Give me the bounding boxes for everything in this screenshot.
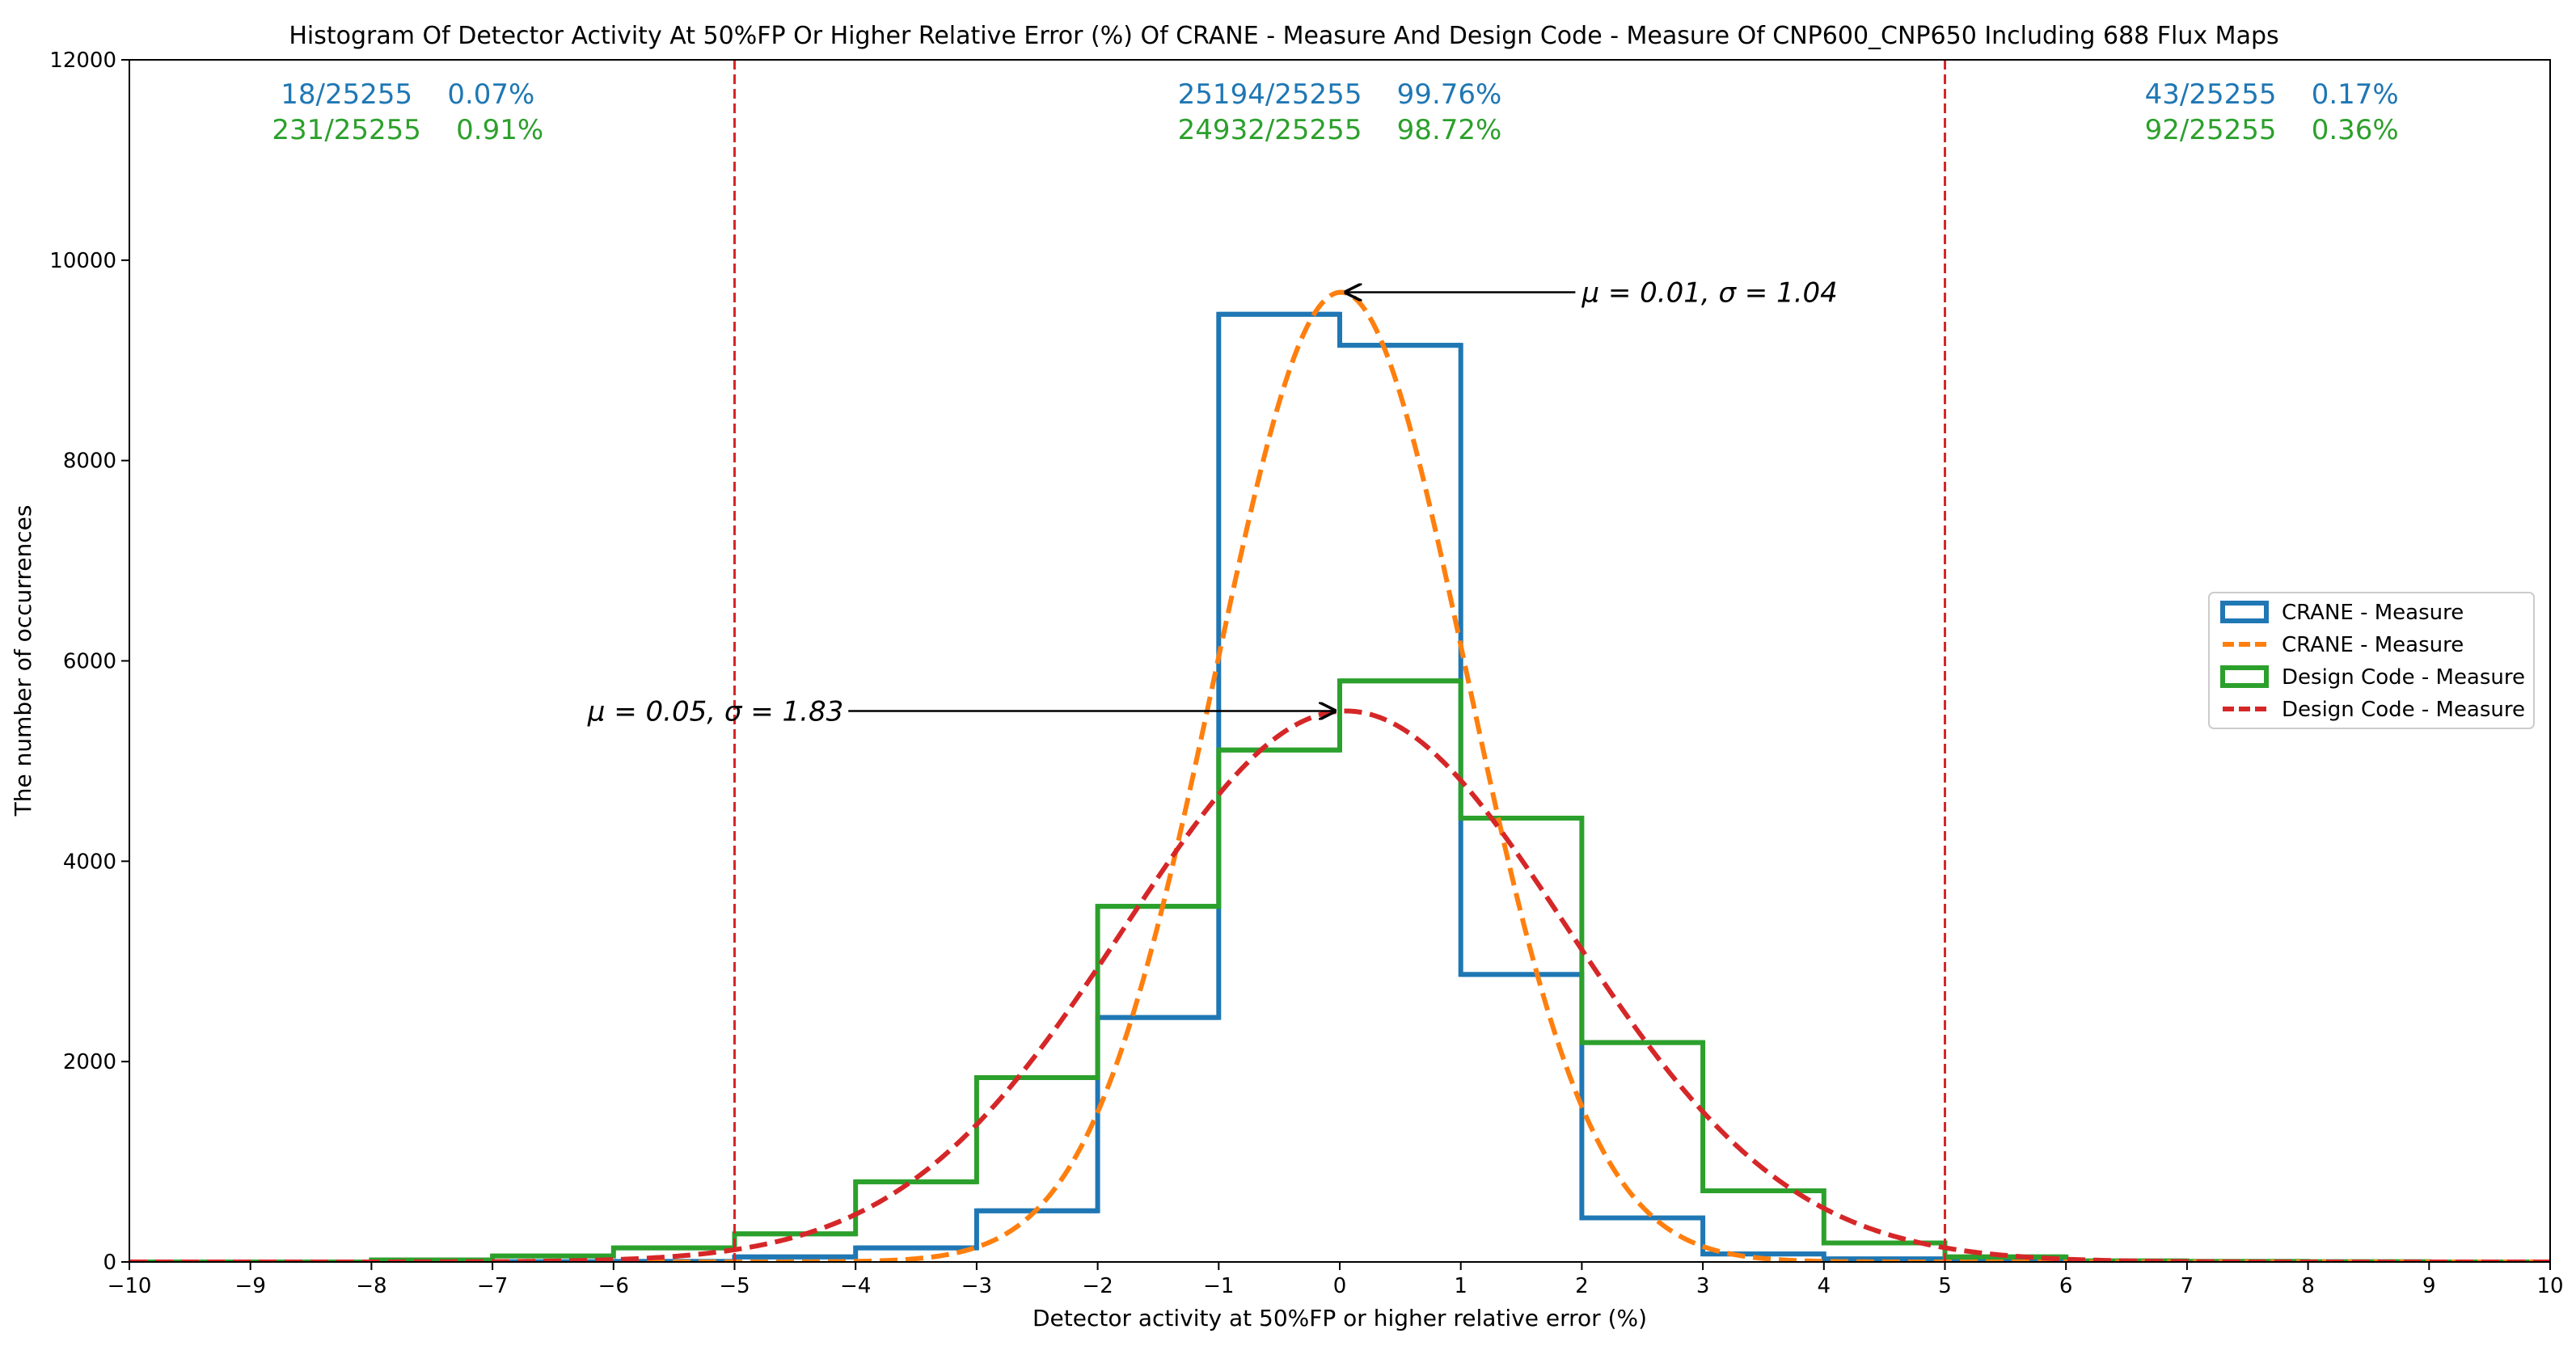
x-tick-label-4: −6 bbox=[598, 1274, 629, 1298]
x-tick-label-15: 5 bbox=[1938, 1274, 1952, 1298]
x-tick-label-10: 0 bbox=[1333, 1274, 1347, 1298]
y-tick-label-0: 0 bbox=[103, 1251, 116, 1275]
y-tick-label-2: 4000 bbox=[63, 850, 116, 874]
y-axis-label: The number of occurrences bbox=[10, 505, 36, 817]
region-label-design-1: 24932/25255 98.72% bbox=[1178, 114, 1502, 146]
x-tick-label-13: 3 bbox=[1696, 1274, 1710, 1298]
region-label-crane-2: 43/25255 0.17% bbox=[2145, 78, 2399, 111]
x-tick-label-0: −10 bbox=[108, 1274, 152, 1298]
x-tick-label-8: −2 bbox=[1082, 1274, 1113, 1298]
x-axis-ticks: −10 −9 −8 −7 −6 −5 −4 −3 −2 −1 0 1 2 3 4 5 6 7 8 9 10 bbox=[108, 1262, 2564, 1298]
x-tick-label-2: −8 bbox=[356, 1274, 386, 1298]
region-label-design-0: 231/25255 0.91% bbox=[272, 114, 543, 146]
x-tick-label-20: 10 bbox=[2536, 1274, 2563, 1298]
x-tick-label-17: 7 bbox=[2181, 1274, 2194, 1298]
legend: CRANE - Measure CRANE - Measure Design Cod… bbox=[2208, 592, 2535, 729]
x-tick-label-19: 9 bbox=[2422, 1274, 2436, 1298]
x-tick-label-16: 6 bbox=[2059, 1274, 2073, 1298]
legend-swatch-0 bbox=[2220, 601, 2269, 623]
legend-label-3: Design Code - Measure bbox=[2282, 698, 2525, 722]
y-tick-label-5: 10000 bbox=[49, 249, 116, 273]
fit-annotation-text-1: μ = 0.05, σ = 1.83 bbox=[587, 695, 843, 728]
y-tick-label-3: 6000 bbox=[63, 650, 116, 674]
x-tick-label-12: 2 bbox=[1575, 1274, 1589, 1298]
legend-box bbox=[2208, 592, 2535, 729]
x-tick-label-11: 1 bbox=[1454, 1274, 1467, 1298]
legend-swatch-2 bbox=[2220, 665, 2269, 688]
legend-label-1: CRANE - Measure bbox=[2282, 633, 2464, 657]
legend-label-2: Design Code - Measure bbox=[2282, 665, 2525, 690]
x-tick-label-6: −4 bbox=[840, 1274, 871, 1298]
y-tick-label-1: 2000 bbox=[63, 1050, 116, 1074]
region-label-crane-1: 25194/25255 99.76% bbox=[1178, 78, 1502, 111]
chart-title: Histogram Of Detector Activity At 50%FP … bbox=[289, 22, 2278, 50]
threshold-lines-layer bbox=[733, 60, 1946, 1262]
region-count-labels: 18/25255 0.07%231/25255 0.91% 25194/25255… bbox=[272, 78, 2398, 146]
x-tick-label-3: −7 bbox=[477, 1274, 508, 1298]
x-tick-label-1: −9 bbox=[235, 1274, 266, 1298]
x-tick-label-7: −3 bbox=[961, 1274, 992, 1298]
y-axis-ticks: 0 2000 4000 6000 8000 10000 12000 bbox=[49, 49, 129, 1275]
region-label-design-2: 92/25255 0.36% bbox=[2145, 114, 2399, 146]
x-tick-label-18: 8 bbox=[2301, 1274, 2315, 1298]
fit-annotations: μ = 0.01, σ = 1.04 μ = 0.05, σ = 1.83 bbox=[587, 276, 1838, 728]
x-tick-label-14: 4 bbox=[1818, 1274, 1831, 1298]
x-axis-label: Detector activity at 50%FP or higher rel… bbox=[1033, 1305, 1647, 1331]
x-tick-label-9: −1 bbox=[1203, 1274, 1234, 1298]
region-label-crane-0: 18/25255 0.07% bbox=[281, 78, 534, 111]
x-tick-label-5: −5 bbox=[719, 1274, 750, 1298]
gaussian-fit-series-1 bbox=[129, 289, 2550, 1262]
legend-label-0: CRANE - Measure bbox=[2282, 601, 2464, 625]
y-tick-label-4: 8000 bbox=[63, 449, 116, 474]
y-tick-label-6: 12000 bbox=[49, 49, 116, 73]
fit-annotation-text-0: μ = 0.01, σ = 1.04 bbox=[1581, 276, 1837, 309]
